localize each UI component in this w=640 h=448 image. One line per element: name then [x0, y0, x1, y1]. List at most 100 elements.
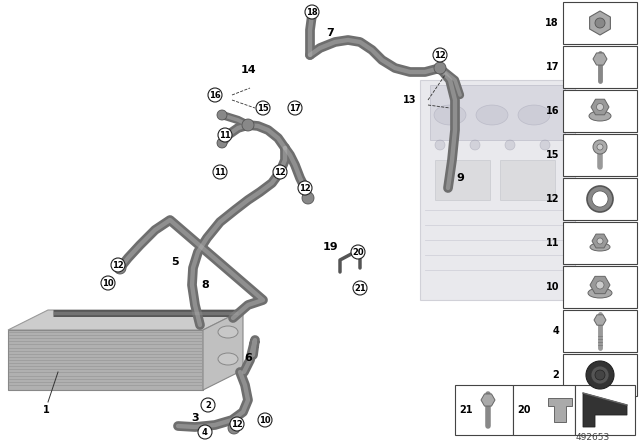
Text: 2: 2: [552, 370, 559, 380]
Ellipse shape: [218, 326, 238, 338]
Circle shape: [595, 18, 605, 28]
Circle shape: [505, 140, 515, 150]
Circle shape: [111, 258, 125, 272]
Bar: [420, 80, 575, 300]
Text: 12: 12: [434, 51, 446, 60]
Text: 17: 17: [545, 62, 559, 72]
Text: 492653: 492653: [576, 433, 610, 442]
Bar: [513, 385, 575, 435]
Circle shape: [596, 103, 604, 111]
Text: 2: 2: [205, 401, 211, 409]
Circle shape: [540, 140, 550, 150]
Circle shape: [470, 140, 480, 150]
Text: 11: 11: [219, 130, 231, 139]
Circle shape: [597, 238, 603, 244]
Circle shape: [434, 62, 446, 74]
Bar: [563, 90, 637, 132]
Text: 15: 15: [257, 103, 269, 112]
Circle shape: [198, 425, 212, 439]
Text: 11: 11: [545, 238, 559, 248]
Text: 18: 18: [545, 18, 559, 28]
Circle shape: [305, 5, 319, 19]
Ellipse shape: [518, 105, 550, 125]
Circle shape: [591, 366, 609, 384]
Circle shape: [433, 48, 447, 62]
Text: 21: 21: [354, 284, 366, 293]
Bar: [563, 2, 637, 44]
Text: 10: 10: [259, 415, 271, 425]
Polygon shape: [591, 99, 609, 115]
Polygon shape: [8, 310, 243, 330]
Circle shape: [228, 422, 240, 434]
Text: 14: 14: [240, 65, 256, 75]
Text: 11: 11: [214, 168, 226, 177]
Bar: [563, 134, 637, 176]
Bar: [500, 160, 555, 200]
Ellipse shape: [589, 111, 611, 121]
Text: 19: 19: [322, 242, 338, 252]
Circle shape: [213, 165, 227, 179]
Text: 12: 12: [274, 168, 286, 177]
Circle shape: [258, 413, 272, 427]
Text: 21: 21: [459, 405, 472, 415]
Circle shape: [593, 140, 607, 154]
Bar: [563, 46, 637, 88]
Circle shape: [217, 110, 227, 120]
Text: 4: 4: [202, 427, 208, 436]
Text: 7: 7: [326, 28, 334, 38]
Circle shape: [230, 417, 244, 431]
Polygon shape: [592, 234, 608, 248]
Polygon shape: [583, 393, 627, 427]
Bar: [563, 178, 637, 220]
Circle shape: [351, 245, 365, 259]
Text: 10: 10: [102, 279, 114, 288]
Polygon shape: [8, 330, 203, 390]
Circle shape: [596, 281, 604, 289]
Bar: [563, 310, 637, 352]
Bar: [455, 385, 513, 435]
Text: 20: 20: [517, 405, 531, 415]
Polygon shape: [203, 310, 243, 390]
Bar: [563, 266, 637, 308]
Ellipse shape: [218, 353, 238, 365]
Text: 8: 8: [201, 280, 209, 290]
Bar: [575, 385, 635, 435]
Circle shape: [586, 361, 614, 389]
Text: 12: 12: [231, 419, 243, 428]
Text: 6: 6: [244, 353, 252, 363]
Text: 16: 16: [545, 106, 559, 116]
Text: 13: 13: [403, 95, 417, 105]
Text: 3: 3: [191, 413, 199, 423]
Polygon shape: [548, 398, 572, 422]
Circle shape: [597, 144, 603, 150]
Circle shape: [201, 398, 215, 412]
Polygon shape: [593, 53, 607, 65]
Text: 16: 16: [209, 90, 221, 99]
Ellipse shape: [588, 288, 612, 298]
Circle shape: [288, 101, 302, 115]
Text: 18: 18: [306, 8, 318, 17]
Polygon shape: [590, 276, 610, 293]
Text: 4: 4: [552, 326, 559, 336]
Text: 17: 17: [289, 103, 301, 112]
Circle shape: [353, 281, 367, 295]
Circle shape: [435, 140, 445, 150]
Ellipse shape: [434, 105, 466, 125]
Circle shape: [208, 88, 222, 102]
Bar: [435, 160, 490, 200]
Text: 5: 5: [171, 257, 179, 267]
Text: 15: 15: [545, 150, 559, 160]
Polygon shape: [481, 394, 495, 406]
Text: 12: 12: [299, 184, 311, 193]
Bar: [563, 354, 637, 396]
Circle shape: [242, 119, 254, 131]
Circle shape: [218, 128, 232, 142]
Circle shape: [592, 191, 608, 207]
Text: 20: 20: [352, 247, 364, 257]
Ellipse shape: [590, 243, 610, 251]
Ellipse shape: [476, 105, 508, 125]
Text: 12: 12: [112, 260, 124, 270]
Circle shape: [256, 101, 270, 115]
Circle shape: [587, 186, 613, 212]
Circle shape: [302, 192, 314, 204]
